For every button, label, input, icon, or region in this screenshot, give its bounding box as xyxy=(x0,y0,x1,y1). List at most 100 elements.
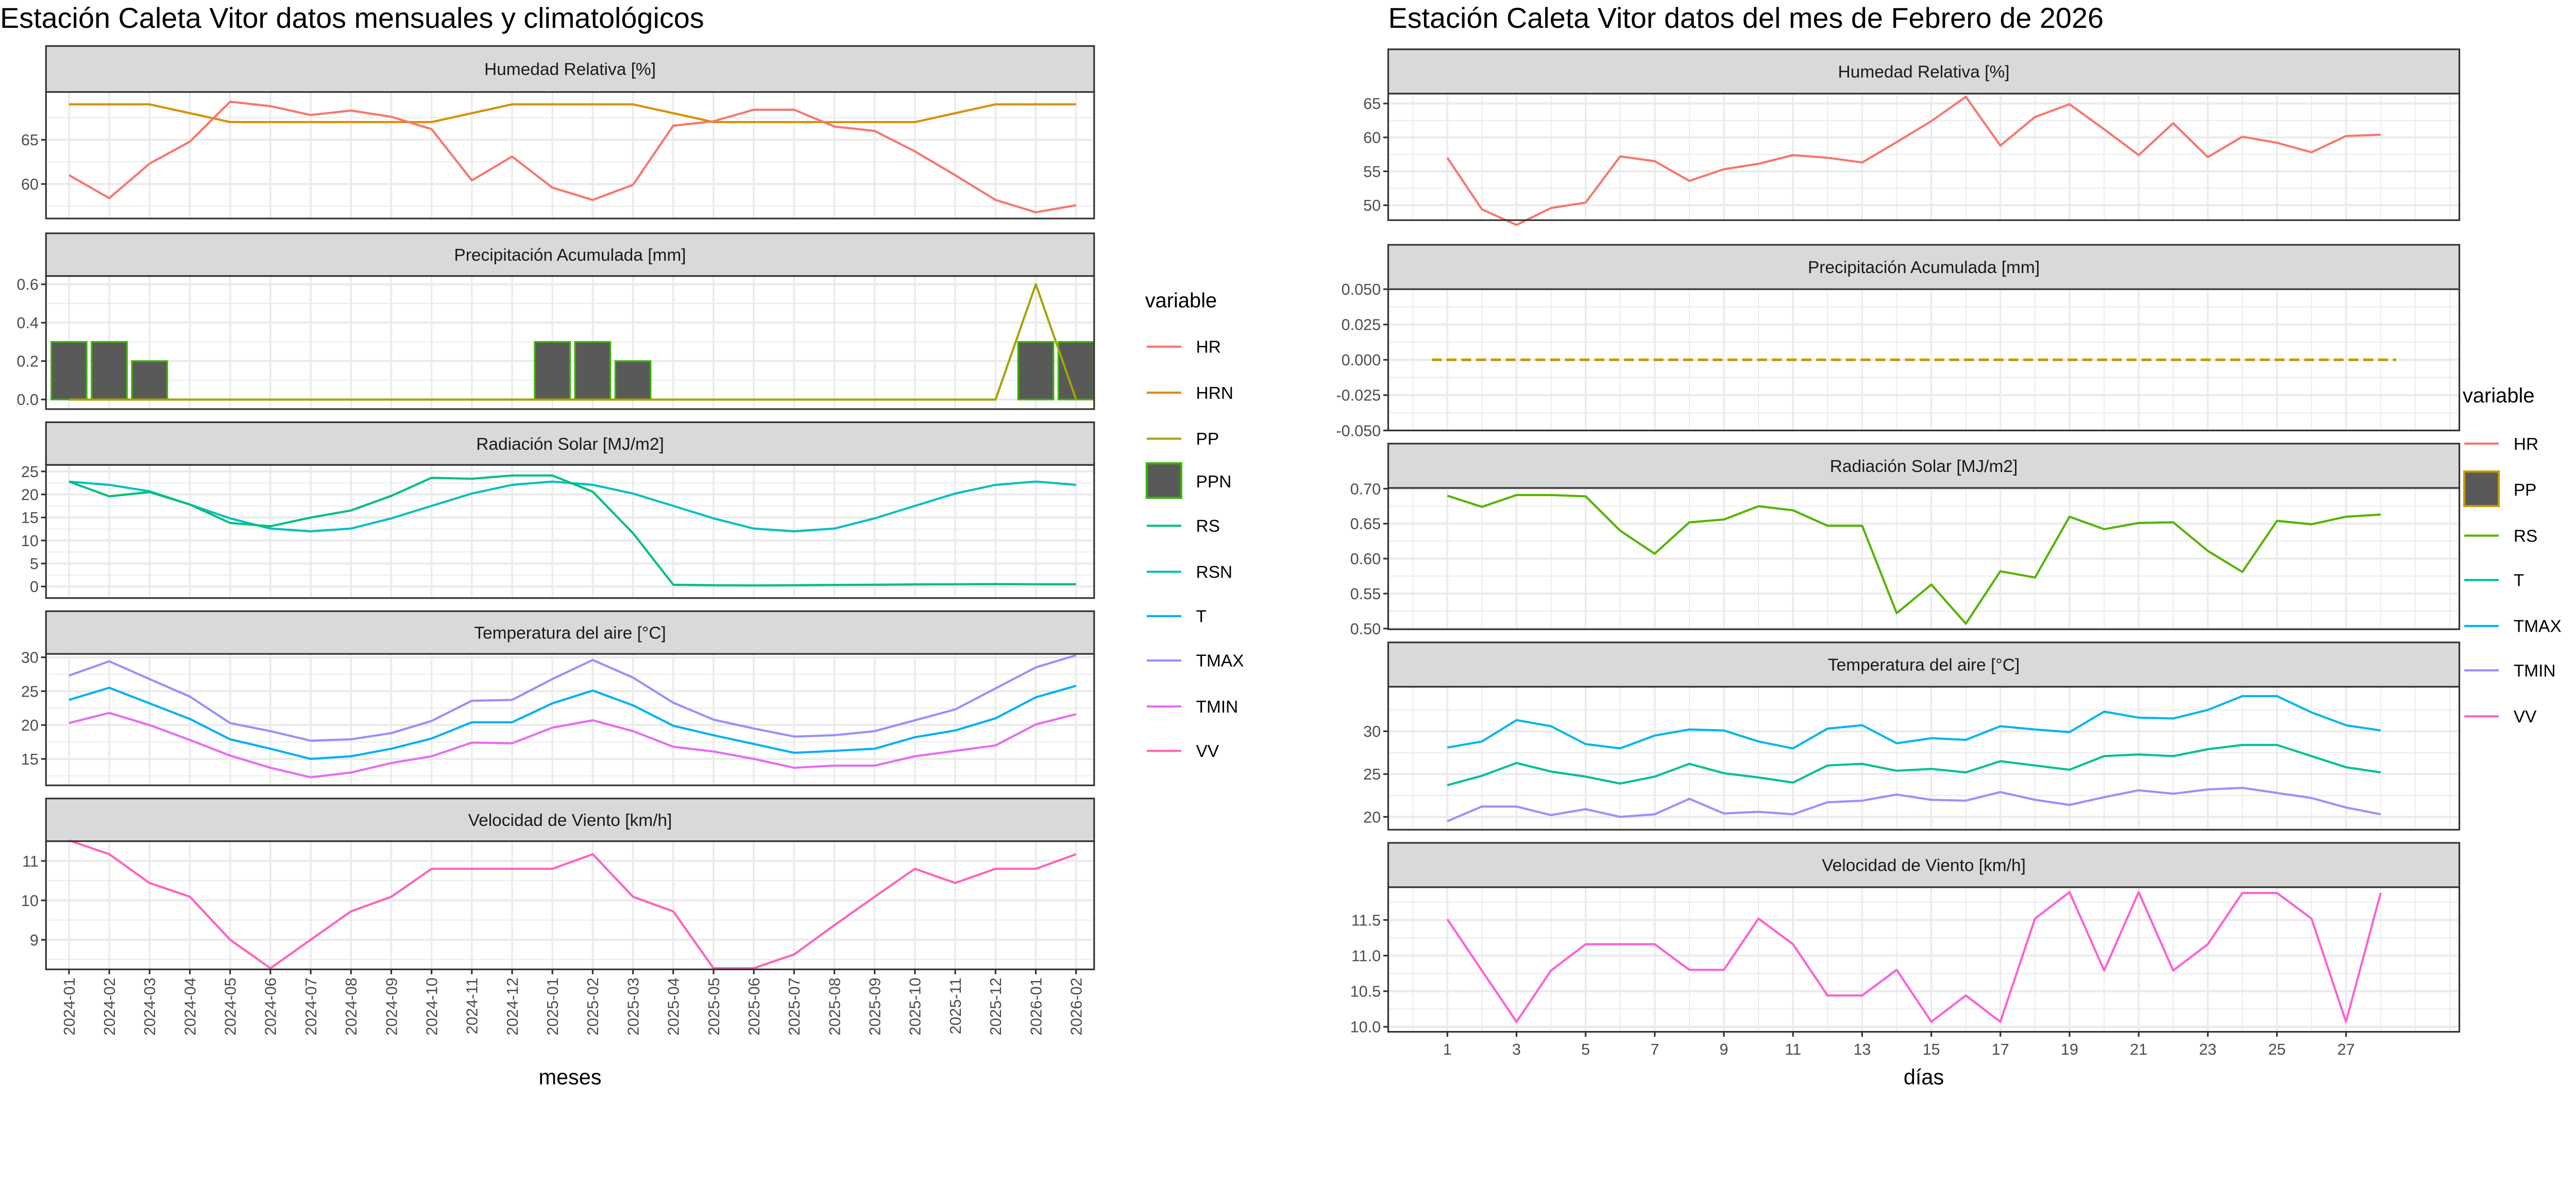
x-tick-label: 2025-09 xyxy=(867,977,884,1035)
x-tick-label: 2024-09 xyxy=(383,977,400,1035)
series-line-TMIN xyxy=(1447,786,2381,822)
y-tick-label: 50 xyxy=(1363,197,1381,214)
y-tick-label: -0.025 xyxy=(1336,387,1381,404)
legend-label: RSN xyxy=(1196,563,1232,582)
panel-title: Radiación Solar [MJ/m2] xyxy=(476,435,664,454)
panel-border xyxy=(1387,686,2461,831)
x-tick-label: 2025-08 xyxy=(826,977,843,1035)
legend-label: T xyxy=(2514,571,2524,590)
series-line-VV xyxy=(1446,891,2382,1023)
panel-1: Precipitación Acumulada [mm] 0.0 0.2 0.4 0.6 xyxy=(16,232,1095,410)
y-tick-label: 0.000 xyxy=(1342,351,1381,369)
legend-label: HR xyxy=(1196,338,1221,357)
panel-title: Humedad Relativa [%] xyxy=(484,60,656,79)
y-tick-label: 11.5 xyxy=(1351,911,1381,929)
x-tick-label: 7 xyxy=(1650,1041,1659,1058)
x-tick-label: 2025-02 xyxy=(584,977,602,1035)
chart-monthly: Estación Caleta Vitor datos mensuales y … xyxy=(0,2,1244,1089)
y-tick-label: 55 xyxy=(1363,163,1381,180)
panel-2: Radiación Solar [MJ/m2] 0.50 0.55 0.60 0.65 0… xyxy=(1350,443,2461,638)
legend-label: T xyxy=(1196,607,1206,627)
x-tick-label: 2024-10 xyxy=(423,977,440,1035)
y-tick-label: 20 xyxy=(21,486,39,503)
panel-0: Humedad Relativa [%] 50 55 60 65 xyxy=(1363,48,2461,226)
x-tick-label: 27 xyxy=(2337,1041,2355,1058)
bar-PPN-2024-01 xyxy=(50,341,88,400)
legend-item-TMAX: TMAX xyxy=(2464,617,2562,636)
legend-item-RSN: RSN xyxy=(1146,563,1232,582)
panel-border xyxy=(45,840,1095,970)
x-tick-label: 2024-04 xyxy=(181,977,199,1035)
x-tick-label: 2026-01 xyxy=(1027,977,1045,1035)
y-tick-label: 0.2 xyxy=(16,353,39,370)
x-tick-label: 2024-01 xyxy=(61,977,78,1035)
bar-PPN-2025-02 xyxy=(574,341,612,400)
plot-background xyxy=(1388,686,2460,830)
chart-daily: Estación Caleta Vitor datos del mes de F… xyxy=(1336,2,2561,1089)
legend-item-TMAX: TMAX xyxy=(1146,652,1244,671)
panel-title: Radiación Solar [MJ/m2] xyxy=(1830,457,2018,476)
panel-border xyxy=(1387,288,2461,432)
legend-item-HRN: HRN xyxy=(1146,384,1233,403)
x-tick-label: 2024-08 xyxy=(343,977,360,1035)
legend-item-PP: PP xyxy=(2463,470,2536,508)
y-tick-label: 0.70 xyxy=(1350,480,1381,498)
x-tick-label: 2025-12 xyxy=(987,977,1005,1035)
y-tick-label: 15 xyxy=(21,751,39,768)
plot-background xyxy=(46,654,1094,786)
y-tick-label: 20 xyxy=(1363,808,1381,826)
y-tick-label: 0.4 xyxy=(16,314,39,332)
panel-title: Precipitación Acumulada [mm] xyxy=(454,246,686,265)
panel-border xyxy=(1387,93,2461,221)
legend-item-PPN: PPN xyxy=(1145,462,1231,499)
legend-label: RS xyxy=(1196,517,1220,536)
legend-item-TMIN: TMIN xyxy=(2464,662,2556,681)
legend-title: variable xyxy=(2463,384,2535,407)
legend: variable HR PP RS T TMAX TMIN VV xyxy=(2463,384,2562,726)
legend-item-VV: VV xyxy=(1146,742,1219,761)
legend-item-HR: HR xyxy=(1146,338,1221,357)
y-tick-label: 5 xyxy=(30,555,39,573)
y-tick-label: 0 xyxy=(30,578,39,596)
panel-border xyxy=(45,653,1095,786)
x-tick-label: 15 xyxy=(1923,1041,1940,1058)
legend-title: variable xyxy=(1145,289,1217,312)
y-tick-label: 25 xyxy=(1363,766,1381,783)
x-tick-label: 9 xyxy=(1720,1041,1728,1058)
panel-border xyxy=(45,275,1095,410)
panel-0: Humedad Relativa [%] 60 65 xyxy=(21,45,1095,219)
series-line-HRN xyxy=(69,103,1076,123)
x-tick-label: 2025-10 xyxy=(907,977,924,1035)
y-tick-label: 25 xyxy=(21,463,39,481)
legend-key-box xyxy=(1145,462,1182,499)
legend-item-T: T xyxy=(2464,571,2524,590)
x-tick-label: 2024-03 xyxy=(141,977,159,1035)
panel-3: Temperatura del aire [°C] 15 20 25 30 xyxy=(21,610,1095,786)
y-tick-label: 20 xyxy=(21,717,39,734)
panel-title: Velocidad de Viento [km/h] xyxy=(1822,856,2026,875)
y-tick-label: 10 xyxy=(21,532,39,550)
panel-4: Velocidad de Viento [km/h] 10.0 10.5 11.0 11… xyxy=(1350,842,2461,1036)
chart-title: Estación Caleta Vitor datos mensuales y … xyxy=(0,2,704,34)
x-axis: 2024-01 2024-02 2024-03 2024-04 2024-05 2024-… xyxy=(61,969,1085,1089)
series-line-TMAX xyxy=(1447,695,2381,750)
series-line-VV xyxy=(69,839,1077,970)
x-tick-label: 23 xyxy=(2199,1041,2216,1058)
panel-strip xyxy=(1387,244,2461,290)
y-tick-label: 11 xyxy=(22,853,39,870)
plot-background xyxy=(46,92,1094,219)
x-tick-label: 13 xyxy=(1853,1041,1871,1058)
legend-key-box xyxy=(2463,470,2500,508)
x-tick-label: 2025-05 xyxy=(705,977,723,1035)
y-tick-label: 10 xyxy=(21,892,39,909)
series-line-TMAX xyxy=(69,654,1077,742)
legend-label: TMAX xyxy=(1196,652,1244,671)
y-tick-label: 0.6 xyxy=(16,276,39,294)
panel-title: Humedad Relativa [%] xyxy=(1838,63,2010,82)
legend-item-RS: RS xyxy=(2464,527,2537,546)
y-tick-label: 0.025 xyxy=(1342,316,1381,334)
x-tick-label: 2025-11 xyxy=(947,977,964,1034)
x-tick-label: 3 xyxy=(1512,1041,1521,1058)
panel-title: Precipitación Acumulada [mm] xyxy=(1808,258,2040,277)
